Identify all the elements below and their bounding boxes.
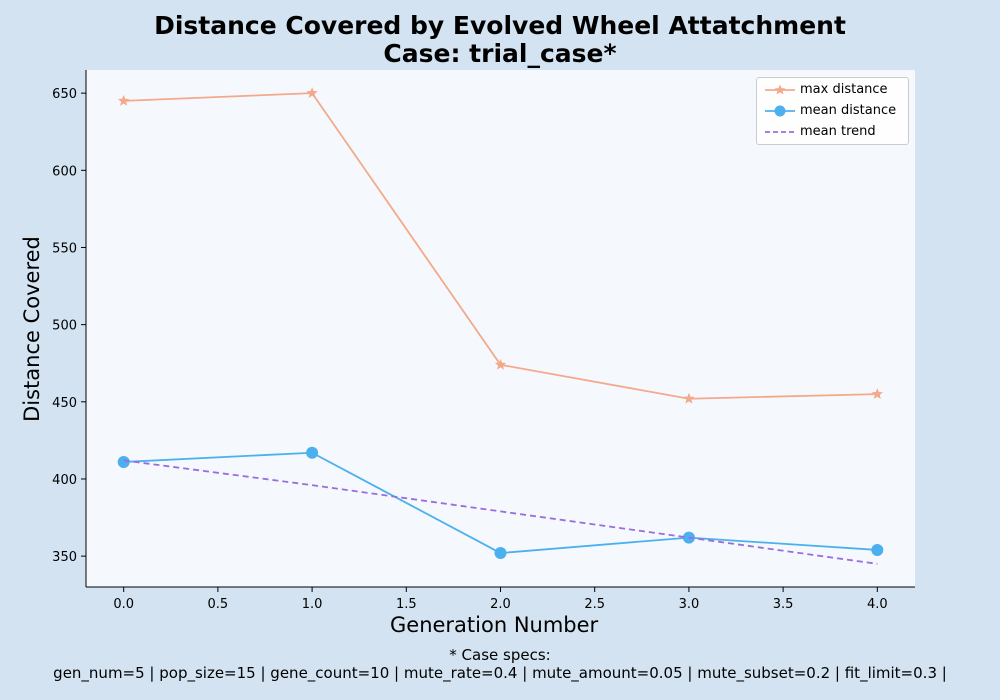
chart-title: Distance Covered by Evolved Wheel Attatc… [154,11,846,40]
footnote-specs: gen_num=5 | pop_size=15 | gene_count=10 … [53,664,947,682]
legend-swatch-mean [765,105,795,117]
y-tick-label: 400 [52,473,77,488]
x-tick-label: 0.5 [208,597,229,612]
legend-label-trend: mean trend [800,124,876,139]
x-tick-label: 1.5 [396,597,417,612]
y-tick-label: 650 [52,87,77,102]
data-point-max [117,94,130,106]
x-tick-label: 4.0 [867,597,888,612]
data-point-mean [306,446,319,459]
legend-swatch-max [765,84,795,95]
y-tick-label: 550 [52,241,77,256]
plot-area [86,70,915,587]
legend-item-trend: mean trend [757,122,908,142]
x-tick-label: 3.5 [773,597,794,612]
chart-subtitle: Case: trial_case* [383,39,617,68]
x-tick-label: 0.0 [113,597,134,612]
data-point-mean [117,455,130,468]
footnote-heading: * Case specs: [449,646,551,664]
x-tick-label: 1.0 [302,597,323,612]
legend-label-max: max distance [800,82,888,97]
x-tick-label: 2.5 [584,597,605,612]
data-point-max [683,392,695,404]
legend-item-max: max distance [757,80,908,100]
y-axis-label: Distance Covered [20,236,44,422]
y-tick-label: 350 [52,550,77,565]
x-tick-label: 3.0 [679,597,700,612]
data-point-max [494,358,507,370]
series-line-2 [123,459,878,565]
y-tick-label: 450 [52,396,77,411]
data-point-mean [871,543,884,556]
legend-label-mean: mean distance [800,103,897,118]
data-point-mean [494,547,507,560]
x-tick-label: 2.0 [490,597,511,612]
legend-swatch-trend [765,131,795,133]
y-tick-label: 600 [52,164,77,179]
data-point-max [306,87,318,98]
x-axis-label: Generation Number [390,613,599,637]
chart-legend: max distance mean distance mean trend [756,77,909,145]
legend-item-mean: mean distance [757,101,908,121]
data-point-max [871,388,884,399]
y-tick-label: 500 [52,319,77,334]
